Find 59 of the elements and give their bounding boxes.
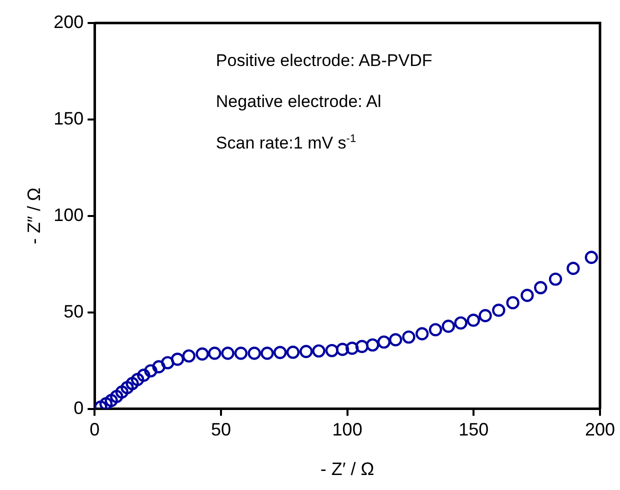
y-tick-label: 0: [74, 398, 84, 418]
x-tick-label: 100: [332, 420, 362, 440]
annotation: Negative electrode: Al: [216, 92, 382, 112]
point: [506, 296, 520, 310]
x-tick-label: 0: [90, 420, 100, 440]
x-tick-label: 200: [584, 420, 616, 440]
point: [130, 372, 144, 386]
point: [442, 320, 455, 333]
point: [152, 360, 166, 374]
x-tick-label: 50: [210, 420, 231, 440]
y-tick-label: 100: [54, 204, 84, 225]
point: [355, 340, 369, 354]
y-tick-label: 150: [54, 108, 84, 128]
point: [274, 346, 287, 360]
point: [248, 346, 261, 360]
point: [428, 323, 442, 336]
point: [221, 346, 234, 360]
point: [182, 349, 196, 363]
point: [300, 344, 313, 358]
point: [366, 338, 380, 352]
point: [110, 390, 124, 404]
y-axis-title: - Z″ / Ω: [24, 187, 44, 244]
point: [161, 356, 174, 370]
point: [208, 346, 222, 360]
point: [325, 344, 339, 358]
point: [566, 262, 580, 275]
point: [120, 380, 134, 394]
point: [520, 288, 534, 302]
point: [234, 346, 248, 360]
point: [99, 397, 113, 409]
point: [416, 327, 429, 340]
point: [115, 385, 129, 399]
point: [377, 335, 391, 349]
point: [170, 352, 184, 366]
point: [402, 330, 416, 344]
point: [492, 304, 506, 317]
point: [137, 368, 150, 382]
point: [548, 272, 562, 286]
point: [454, 316, 468, 330]
y-tick-label: 200: [54, 12, 84, 32]
point: [286, 346, 300, 359]
point: [478, 309, 492, 322]
annotation: Scan rate:1 mV s$^{-1}$: [216, 133, 358, 154]
point: [196, 347, 209, 361]
point: [388, 333, 402, 346]
annotation: Positive electrode: AB-PVDF: [216, 51, 432, 71]
x-tick-label: 150: [458, 420, 489, 440]
point: [312, 344, 326, 358]
point: [336, 342, 350, 356]
point: [260, 346, 274, 360]
point: [534, 281, 548, 294]
point: [466, 314, 480, 327]
point: [126, 376, 139, 390]
point: [346, 342, 359, 355]
point: [144, 364, 158, 378]
point: [104, 394, 118, 408]
y-tick-label: 50: [64, 301, 84, 322]
point: [584, 250, 598, 264]
x-axis-title: - Z′ / Ω: [320, 459, 374, 480]
